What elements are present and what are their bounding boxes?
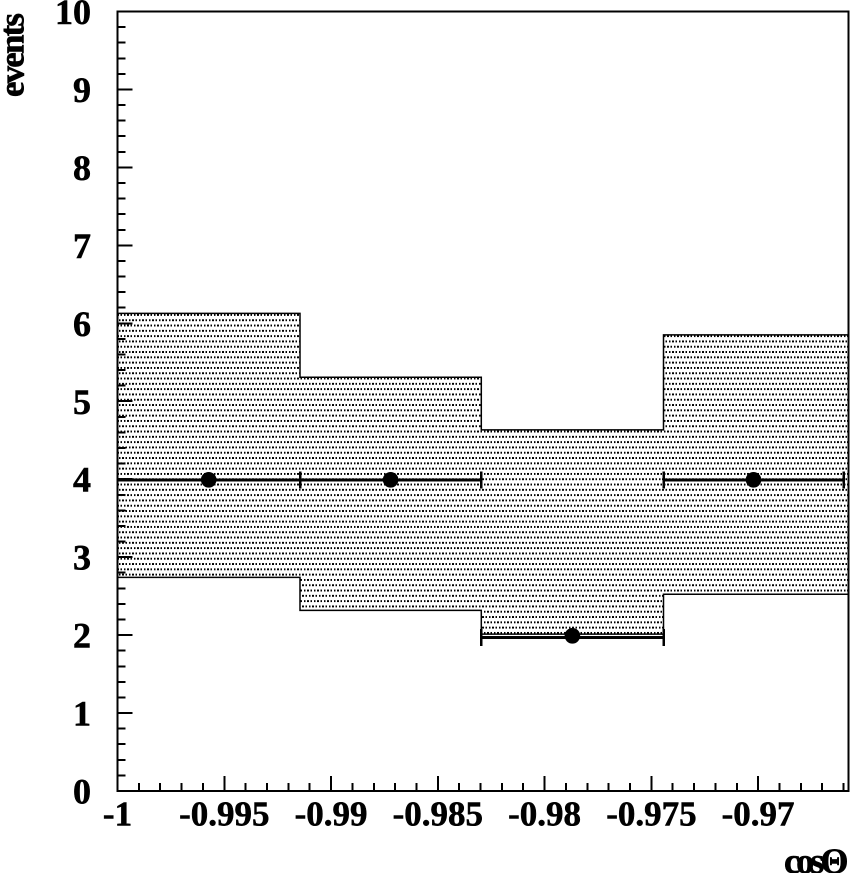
svg-text:-1: -1 xyxy=(103,795,132,834)
svg-text:cosΘ: cosΘ xyxy=(784,841,849,873)
svg-text:10: 10 xyxy=(55,0,91,32)
svg-text:7: 7 xyxy=(73,226,91,266)
svg-text:-0.995: -0.995 xyxy=(179,795,269,834)
svg-text:9: 9 xyxy=(73,70,91,110)
svg-text:-0.985: -0.985 xyxy=(393,795,483,834)
svg-text:2: 2 xyxy=(73,616,91,656)
svg-text:events: events xyxy=(0,13,32,97)
svg-text:-0.97: -0.97 xyxy=(722,795,795,834)
svg-text:-0.99: -0.99 xyxy=(295,795,368,834)
svg-text:1: 1 xyxy=(73,694,91,734)
svg-text:-0.98: -0.98 xyxy=(508,795,581,834)
svg-text:5: 5 xyxy=(73,382,91,422)
svg-text:0: 0 xyxy=(73,772,91,812)
svg-text:6: 6 xyxy=(73,304,91,344)
svg-text:8: 8 xyxy=(73,148,91,188)
svg-text:4: 4 xyxy=(73,460,91,500)
svg-text:-0.975: -0.975 xyxy=(606,795,696,834)
svg-text:3: 3 xyxy=(73,538,91,578)
